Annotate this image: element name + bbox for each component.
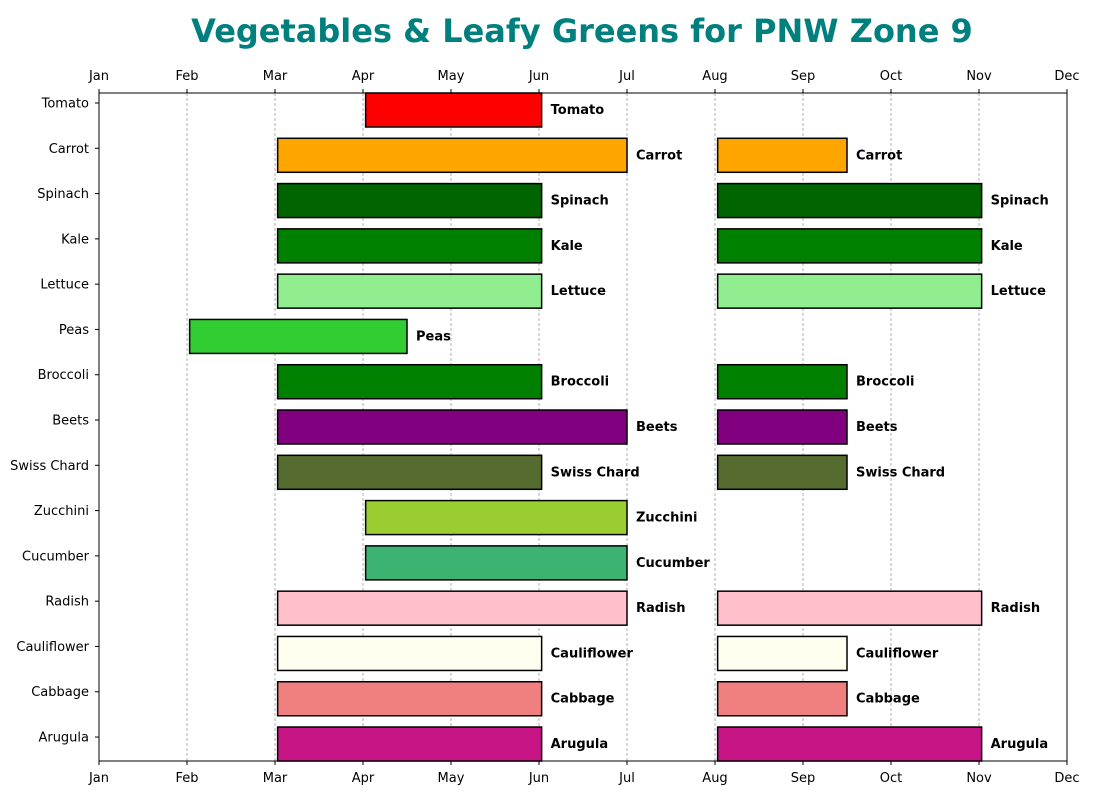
bar-label: Kale — [551, 239, 583, 254]
x-tick-label-top: Mar — [263, 69, 288, 84]
x-tick-label-bottom: Aug — [702, 771, 727, 786]
bar-labels-layer: Tomato Carrot Carrot Spinach Spinach Kale Kale… — [416, 103, 1049, 752]
bar-label: Beets — [856, 420, 898, 435]
bar-cabbage — [716, 680, 848, 717]
bar-label: Arugula — [991, 737, 1049, 752]
x-tick-label-top: May — [438, 69, 465, 84]
bar-carrot — [276, 137, 628, 174]
y-tick-label: Cabbage — [31, 685, 89, 700]
bar-swiss-chard — [716, 454, 848, 491]
bar-peas — [188, 318, 408, 355]
bar-arugula — [716, 726, 983, 762]
bar-label: Lettuce — [991, 284, 1046, 299]
chart-title: Vegetables & Leafy Greens for PNW Zone 9 — [191, 12, 973, 50]
bar-label: Kale — [991, 239, 1023, 254]
bar-label: Arugula — [551, 737, 609, 752]
y-tick-label: Broccoli — [38, 368, 89, 383]
bar-beets — [716, 409, 848, 445]
x-tick-label-top: Jan — [88, 69, 109, 84]
bar-spinach — [716, 182, 983, 219]
bar-label: Tomato — [551, 103, 605, 118]
y-tick-label: Swiss Chard — [10, 459, 89, 474]
bar-label: Cauliflower — [856, 646, 939, 661]
x-tick-label-bottom: May — [438, 771, 465, 786]
y-tick-label: Carrot — [49, 142, 89, 157]
y-tick-label: Arugula — [38, 731, 89, 746]
x-tick-label-top: Jun — [528, 69, 549, 84]
x-tick-label-bottom: Sep — [791, 771, 816, 786]
bar-label: Swiss Chard — [551, 465, 640, 480]
y-tick-label: Cauliflower — [16, 640, 89, 655]
bar-label: Cabbage — [856, 692, 920, 707]
bar-radish — [276, 590, 628, 626]
bar-label: Broccoli — [551, 375, 610, 390]
y-tick-label: Tomato — [41, 97, 89, 112]
x-tick-label-bottom: Apr — [352, 771, 375, 786]
y-tick-label: Radish — [45, 595, 89, 610]
bar-radish — [716, 590, 983, 626]
x-tick-label-top: Oct — [880, 69, 902, 84]
bar-label: Spinach — [551, 194, 609, 209]
x-axis-ticks: Jan Jan Feb Feb Mar Mar Apr Apr May May Jun Jun Jul J… — [88, 69, 1080, 786]
bar-label: Swiss Chard — [856, 465, 945, 480]
x-tick-label-bottom: Jun — [528, 771, 549, 786]
bar-arugula — [276, 726, 543, 762]
y-tick-label: Cucumber — [22, 549, 90, 564]
y-tick-label: Spinach — [37, 187, 89, 202]
bar-label: Carrot — [856, 148, 902, 163]
bar-label: Cucumber — [636, 556, 710, 571]
y-tick-label: Peas — [59, 323, 89, 338]
x-tick-label-bottom: Jul — [618, 771, 635, 786]
y-tick-label: Kale — [61, 232, 89, 247]
x-tick-label-top: Feb — [175, 69, 198, 84]
x-tick-label-top: Aug — [702, 69, 727, 84]
bar-swiss-chard — [276, 454, 543, 491]
bar-broccoli — [276, 363, 543, 400]
y-axis-ticks: Tomato Carrot Spinach Kale Lettuce Peas Brocco… — [10, 97, 99, 746]
y-tick-label: Lettuce — [40, 278, 89, 293]
bar-label: Broccoli — [856, 375, 915, 390]
bar-cauliflower — [276, 635, 543, 672]
bar-lettuce — [276, 273, 543, 309]
bar-tomato — [364, 92, 543, 128]
y-tick-label: Beets — [52, 414, 89, 429]
bar-lettuce — [716, 273, 983, 309]
bar-broccoli — [716, 363, 848, 400]
bar-zucchini — [364, 499, 628, 536]
x-tick-label-bottom: Jan — [88, 771, 109, 786]
bar-cucumber — [364, 545, 628, 581]
x-tick-label-top: Nov — [966, 69, 992, 84]
bar-cauliflower — [716, 635, 848, 672]
bar-kale — [276, 228, 543, 264]
x-tick-label-top: Dec — [1054, 69, 1079, 84]
y-tick-label: Zucchini — [34, 504, 89, 519]
x-tick-label-top: Jul — [618, 69, 635, 84]
x-tick-label-top: Apr — [352, 69, 375, 84]
x-tick-label-bottom: Oct — [880, 771, 902, 786]
bars-layer — [188, 92, 983, 762]
x-tick-label-top: Sep — [791, 69, 816, 84]
x-tick-label-bottom: Dec — [1054, 771, 1079, 786]
bar-cabbage — [276, 680, 543, 717]
bar-carrot — [716, 137, 848, 174]
bar-label: Zucchini — [636, 511, 698, 526]
x-tick-label-bottom: Mar — [263, 771, 288, 786]
bar-spinach — [276, 182, 543, 219]
bar-label: Carrot — [636, 148, 682, 163]
bar-label: Radish — [991, 601, 1041, 616]
bar-beets — [276, 409, 628, 445]
bar-label: Radish — [636, 601, 686, 616]
bar-label: Spinach — [991, 194, 1049, 209]
bar-label: Cabbage — [551, 692, 615, 707]
plot-frame — [98, 92, 1068, 762]
x-tick-label-bottom: Nov — [966, 771, 992, 786]
bar-label: Peas — [416, 329, 451, 344]
bar-label: Lettuce — [551, 284, 606, 299]
bar-kale — [716, 228, 983, 264]
bar-label: Cauliflower — [551, 646, 634, 661]
x-tick-label-bottom: Feb — [175, 771, 198, 786]
bar-label: Beets — [636, 420, 678, 435]
